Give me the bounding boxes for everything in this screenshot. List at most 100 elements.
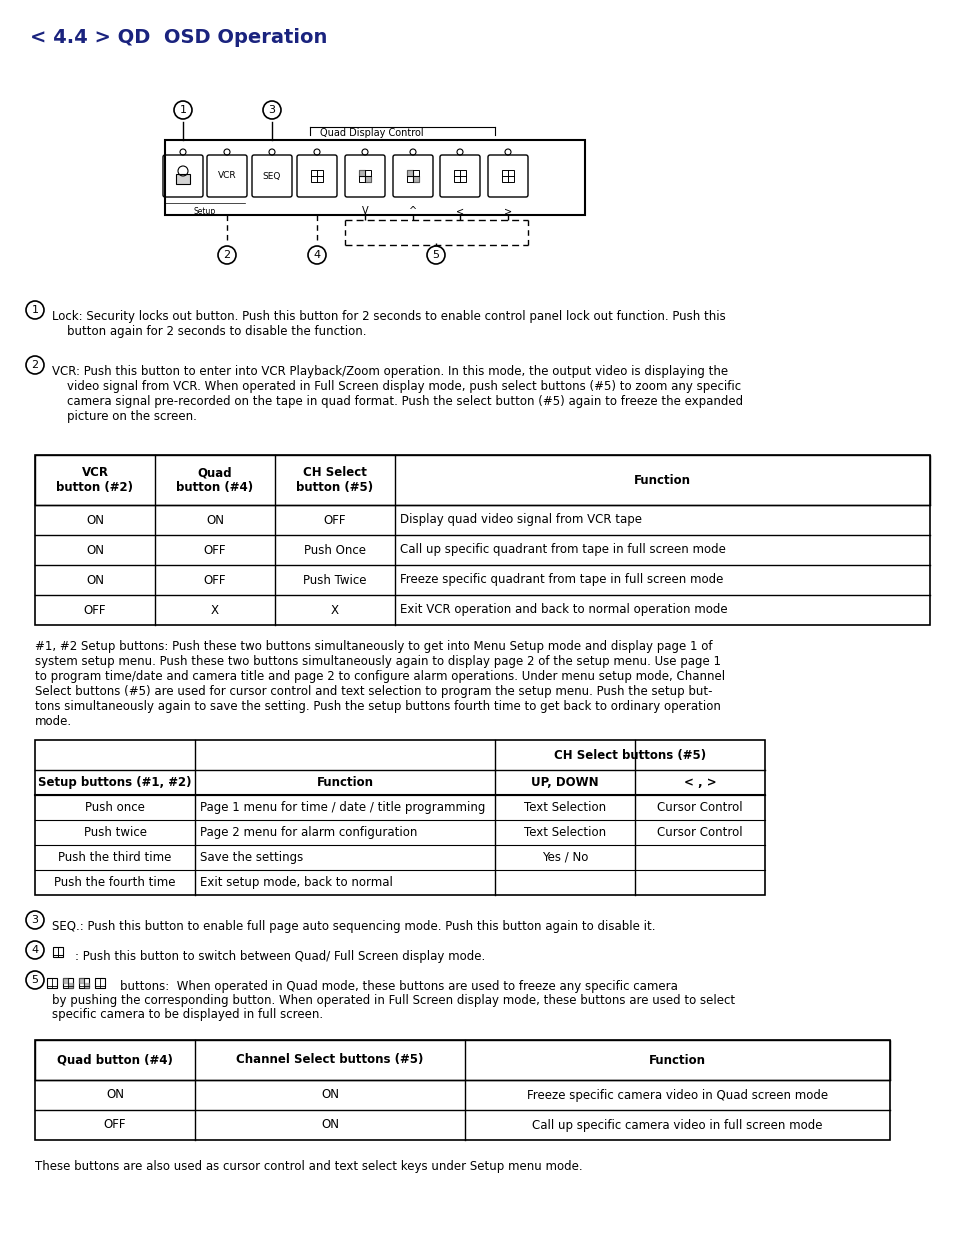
Text: 2: 2	[31, 360, 38, 370]
Text: CH Select buttons (#5): CH Select buttons (#5)	[554, 748, 705, 762]
Text: Save the settings: Save the settings	[200, 851, 303, 864]
Text: Push the third time: Push the third time	[58, 851, 172, 864]
Bar	[35, 455, 929, 506]
Text: V: V	[361, 206, 368, 216]
Text: ON: ON	[106, 1089, 124, 1101]
Bar	[407, 170, 418, 182]
Text: VCR: VCR	[217, 171, 236, 180]
Bar	[35, 1039, 889, 1141]
Bar	[501, 170, 514, 182]
Text: ON: ON	[86, 513, 104, 526]
Text: OFF: OFF	[204, 544, 226, 556]
Text: CH Select
button (#5): CH Select button (#5)	[296, 466, 374, 494]
Polygon shape	[63, 978, 68, 983]
Text: #1, #2 Setup buttons: Push these two buttons simultaneously to get into Menu Set: #1, #2 Setup buttons: Push these two but…	[35, 640, 724, 727]
Text: Yes / No: Yes / No	[541, 851, 588, 864]
Text: 3: 3	[268, 105, 275, 115]
Text: Call up specific quadrant from tape in full screen mode: Call up specific quadrant from tape in f…	[399, 544, 725, 556]
Text: Lock: Security locks out button. Push this button for 2 seconds to enable contro: Lock: Security locks out button. Push th…	[52, 309, 725, 338]
Polygon shape	[79, 978, 84, 983]
Text: ON: ON	[86, 573, 104, 587]
Text: Page 1 menu for time / date / title programming: Page 1 menu for time / date / title prog…	[200, 801, 485, 814]
Text: Push twice: Push twice	[84, 826, 147, 838]
Bar	[175, 174, 190, 184]
Text: Cursor Control: Cursor Control	[657, 801, 742, 814]
Text: X: X	[331, 603, 338, 616]
Text: Push Twice: Push Twice	[303, 573, 366, 587]
Text: ON: ON	[320, 1089, 338, 1101]
Text: by pushing the corresponding button. When operated in Full Screen display mode, : by pushing the corresponding button. Whe…	[52, 994, 735, 1007]
Text: OFF: OFF	[104, 1118, 126, 1132]
Text: Exit setup mode, back to normal: Exit setup mode, back to normal	[200, 875, 393, 889]
Text: Function: Function	[316, 776, 374, 789]
Text: specific camera to be displayed in full screen.: specific camera to be displayed in full …	[52, 1009, 323, 1021]
Text: Cursor Control: Cursor Control	[657, 826, 742, 838]
Bar	[47, 978, 57, 988]
Bar	[35, 740, 764, 895]
Text: Freeze specific camera video in Quad screen mode: Freeze specific camera video in Quad scr…	[526, 1089, 827, 1101]
Text: Quad
button (#4): Quad button (#4)	[176, 466, 253, 494]
Text: ON: ON	[86, 544, 104, 556]
Text: <: <	[456, 206, 463, 216]
Bar	[79, 978, 89, 988]
Text: Text Selection: Text Selection	[523, 826, 605, 838]
Text: 2: 2	[223, 250, 231, 260]
Bar	[165, 141, 584, 215]
Text: ON: ON	[320, 1118, 338, 1132]
Text: Push Once: Push Once	[304, 544, 366, 556]
Text: OFF: OFF	[84, 603, 106, 616]
Bar	[35, 455, 929, 625]
Bar	[311, 170, 323, 182]
Polygon shape	[365, 176, 371, 182]
Text: Setup buttons (#1, #2): Setup buttons (#1, #2)	[38, 776, 192, 789]
Text: Push once: Push once	[85, 801, 145, 814]
Text: buttons:  When operated in Quad mode, these buttons are used to freeze any speci: buttons: When operated in Quad mode, the…	[120, 980, 678, 993]
Text: >: >	[503, 206, 512, 216]
Text: SEQ: SEQ	[262, 171, 281, 180]
Text: Quad button (#4): Quad button (#4)	[57, 1053, 172, 1067]
Text: Setup: Setup	[193, 207, 216, 216]
Text: 4: 4	[314, 250, 320, 260]
Text: Freeze specific quadrant from tape in full screen mode: Freeze specific quadrant from tape in fu…	[399, 573, 722, 587]
Text: Text Selection: Text Selection	[523, 801, 605, 814]
Text: Page 2 menu for alarm configuration: Page 2 menu for alarm configuration	[200, 826, 417, 838]
Text: < , >: < , >	[683, 776, 716, 789]
Text: < 4.4 > QD  OSD Operation: < 4.4 > QD OSD Operation	[30, 28, 327, 47]
Text: Push the fourth time: Push the fourth time	[54, 875, 175, 889]
Polygon shape	[407, 170, 413, 176]
Text: ON: ON	[206, 513, 224, 526]
Text: OFF: OFF	[323, 513, 346, 526]
Bar	[95, 978, 105, 988]
Text: Channel Select buttons (#5): Channel Select buttons (#5)	[236, 1053, 423, 1067]
Text: SEQ.: Push this button to enable full page auto sequencing mode. Push this butto: SEQ.: Push this button to enable full pa…	[52, 920, 655, 933]
Text: Function: Function	[648, 1053, 705, 1067]
Bar	[53, 947, 63, 957]
Polygon shape	[68, 983, 73, 988]
Text: 4: 4	[31, 944, 38, 956]
Bar	[35, 1039, 889, 1080]
Text: Display quad video signal from VCR tape: Display quad video signal from VCR tape	[399, 513, 641, 526]
Text: Quad Display Control: Quad Display Control	[319, 128, 423, 138]
Text: Function: Function	[634, 473, 690, 487]
Text: Exit VCR operation and back to normal operation mode: Exit VCR operation and back to normal op…	[399, 603, 727, 616]
Text: Call up specific camera video in full screen mode: Call up specific camera video in full sc…	[532, 1118, 821, 1132]
Bar	[454, 170, 465, 182]
Text: 3: 3	[31, 915, 38, 925]
Text: OFF: OFF	[204, 573, 226, 587]
Text: : Push this button to switch between Quad/ Full Screen display mode.: : Push this button to switch between Qua…	[75, 949, 485, 963]
Text: 1: 1	[31, 305, 38, 314]
Text: VCR: Push this button to enter into VCR Playback/Zoom operation. In this mode, t: VCR: Push this button to enter into VCR …	[52, 365, 742, 423]
Text: X: X	[211, 603, 219, 616]
Text: UP, DOWN: UP, DOWN	[531, 776, 598, 789]
Text: VCR
button (#2): VCR button (#2)	[56, 466, 133, 494]
Text: ^: ^	[409, 206, 416, 216]
Bar	[63, 978, 73, 988]
Text: 1: 1	[179, 105, 186, 115]
Text: 5: 5	[31, 975, 38, 985]
Polygon shape	[358, 170, 365, 176]
Bar	[358, 170, 371, 182]
Text: These buttons are also used as cursor control and text select keys under Setup m: These buttons are also used as cursor co…	[35, 1160, 582, 1173]
Polygon shape	[413, 176, 418, 182]
Polygon shape	[84, 983, 89, 988]
Text: 5: 5	[432, 250, 439, 260]
